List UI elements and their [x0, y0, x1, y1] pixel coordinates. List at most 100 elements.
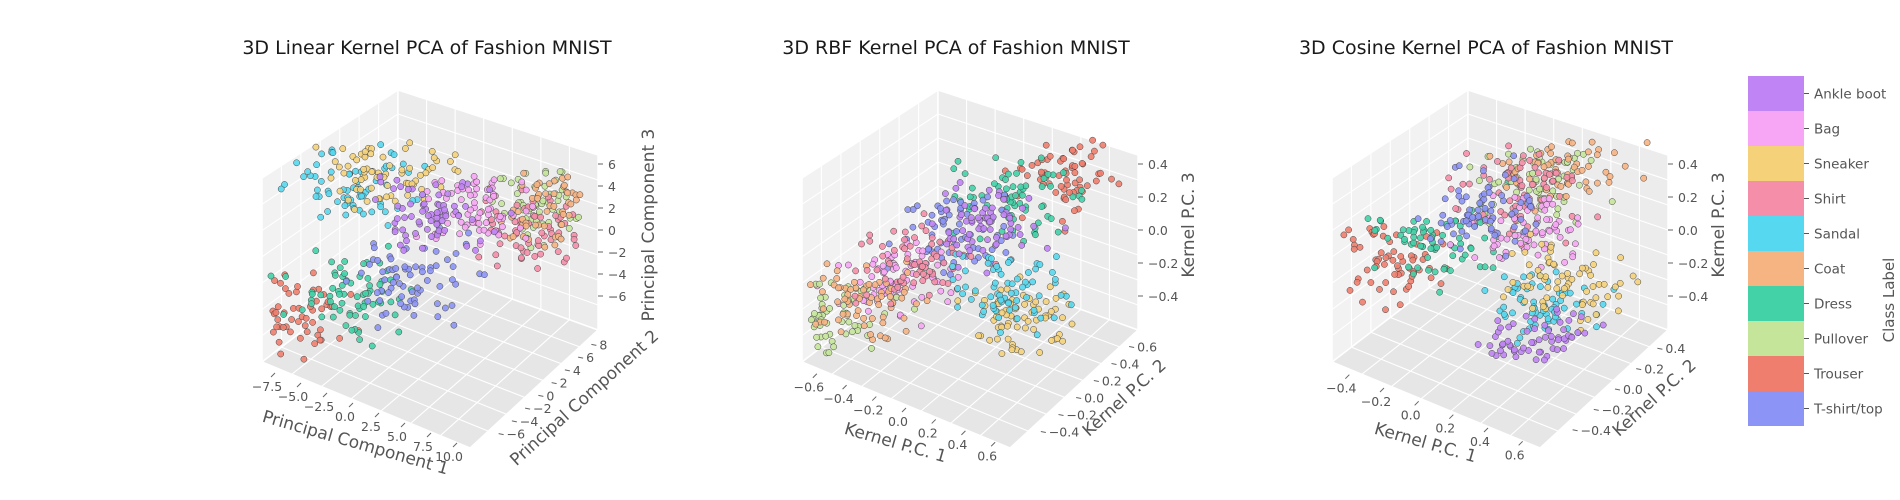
scatter-point [385, 289, 392, 296]
scatter-point [514, 208, 522, 215]
scatter-point [863, 291, 871, 299]
scatter-point [1540, 174, 1548, 182]
scatter-point [1564, 270, 1571, 277]
scatter-point [1384, 234, 1392, 242]
scatter-point [473, 178, 481, 186]
scatter-point [830, 343, 837, 351]
scatter-point [485, 205, 492, 213]
scatter-point [1000, 211, 1008, 219]
y-tick-label: 0.2 [1644, 362, 1664, 377]
y-tick-label: 0.2 [1102, 374, 1122, 389]
scatter-point [1030, 326, 1037, 333]
scatter-point [282, 285, 289, 292]
scatter-point [939, 279, 947, 286]
scatter-point [1497, 217, 1505, 225]
scatter-point [1003, 185, 1010, 193]
x-axis-label: Kernel P.C. 1 [1372, 419, 1479, 467]
scatter-point [1059, 314, 1066, 322]
scatter-point [430, 154, 438, 162]
scatter-point [1527, 203, 1534, 211]
scatter-point [1535, 169, 1542, 177]
scatter-point [1547, 150, 1555, 157]
scatter-point [1419, 223, 1426, 231]
scatter-point [954, 297, 962, 305]
scatter-point [347, 291, 355, 298]
scatter-point [898, 294, 906, 302]
panel-title: 3D RBF Kernel PCA of Fashion MNIST [782, 37, 1130, 59]
scatter-point [899, 273, 907, 281]
scatter-point [369, 300, 377, 308]
scatter-point [1025, 194, 1033, 202]
scatter-point [959, 227, 967, 234]
scatter-point [937, 248, 945, 256]
scatter-point [420, 200, 428, 208]
scatter-point [901, 236, 908, 244]
scatter-point [433, 209, 441, 216]
scatter-point [1371, 227, 1379, 234]
scatter-point [1108, 175, 1115, 183]
scatter-point [1087, 153, 1095, 160]
scatter-point [1423, 218, 1430, 225]
z-tick-label: −0.2 [1678, 256, 1708, 271]
scatter-point [879, 262, 887, 270]
scatter-point [1396, 301, 1404, 309]
scatter-point [1043, 244, 1051, 252]
scatter-point [310, 269, 317, 277]
scatter-point [357, 176, 365, 184]
scatter-point [360, 210, 367, 218]
scatter-point [1589, 283, 1597, 290]
scatter-point [1552, 268, 1560, 276]
scatter-point [1000, 222, 1008, 230]
scatter-point [1425, 266, 1432, 274]
scatter-point [511, 218, 519, 226]
scatter-point [1060, 155, 1068, 163]
scatter-point [1554, 278, 1562, 286]
scatter-point [1511, 237, 1519, 245]
scatter-point [434, 300, 441, 308]
scatter-point [1405, 263, 1412, 271]
scatter-point [353, 156, 361, 164]
scatter-point [1553, 305, 1560, 313]
colorbar-swatch [1748, 356, 1804, 391]
scatter-point [428, 233, 435, 240]
scatter-point [1452, 205, 1460, 212]
scatter-point [1060, 169, 1067, 177]
scatter-point [1363, 266, 1371, 274]
scatter-point [1574, 220, 1582, 228]
scatter-point [360, 165, 367, 173]
scatter-point [1556, 192, 1563, 200]
z-axis-label: Kernel P.C. 3 [1179, 172, 1199, 277]
scatter-point [1560, 304, 1568, 312]
scatter-point [354, 302, 362, 310]
scatter-point [412, 263, 419, 271]
scatter-point [835, 316, 842, 324]
scatter-point [910, 279, 918, 287]
scatter-point [1462, 217, 1470, 225]
scatter-point [959, 290, 966, 298]
scatter-point [887, 300, 895, 308]
scatter-point [1409, 256, 1417, 264]
scatter-point [492, 251, 500, 259]
scatter-point [860, 322, 868, 330]
scatter-point [820, 305, 827, 313]
scatter-point [406, 139, 414, 147]
scatter-point [945, 229, 953, 236]
scatter-point [881, 275, 889, 283]
scatter-point [1410, 233, 1418, 241]
scatter-point [559, 211, 567, 218]
scatter-point [1036, 261, 1044, 268]
scatter-point [1570, 310, 1577, 318]
scatter-point [1076, 176, 1083, 184]
scatter-point [1577, 313, 1585, 321]
scatter-point [411, 300, 419, 308]
scatter-point [1032, 231, 1039, 239]
scatter-point [1545, 327, 1552, 335]
scatter-point [851, 322, 859, 329]
scatter-point [952, 184, 960, 192]
scatter-point [1517, 239, 1524, 247]
colorbar-swatch [1748, 181, 1804, 216]
scatter-point [367, 150, 375, 158]
scatter-point [1017, 348, 1025, 356]
scatter-point [1030, 306, 1038, 314]
scatter-point [1544, 315, 1552, 323]
